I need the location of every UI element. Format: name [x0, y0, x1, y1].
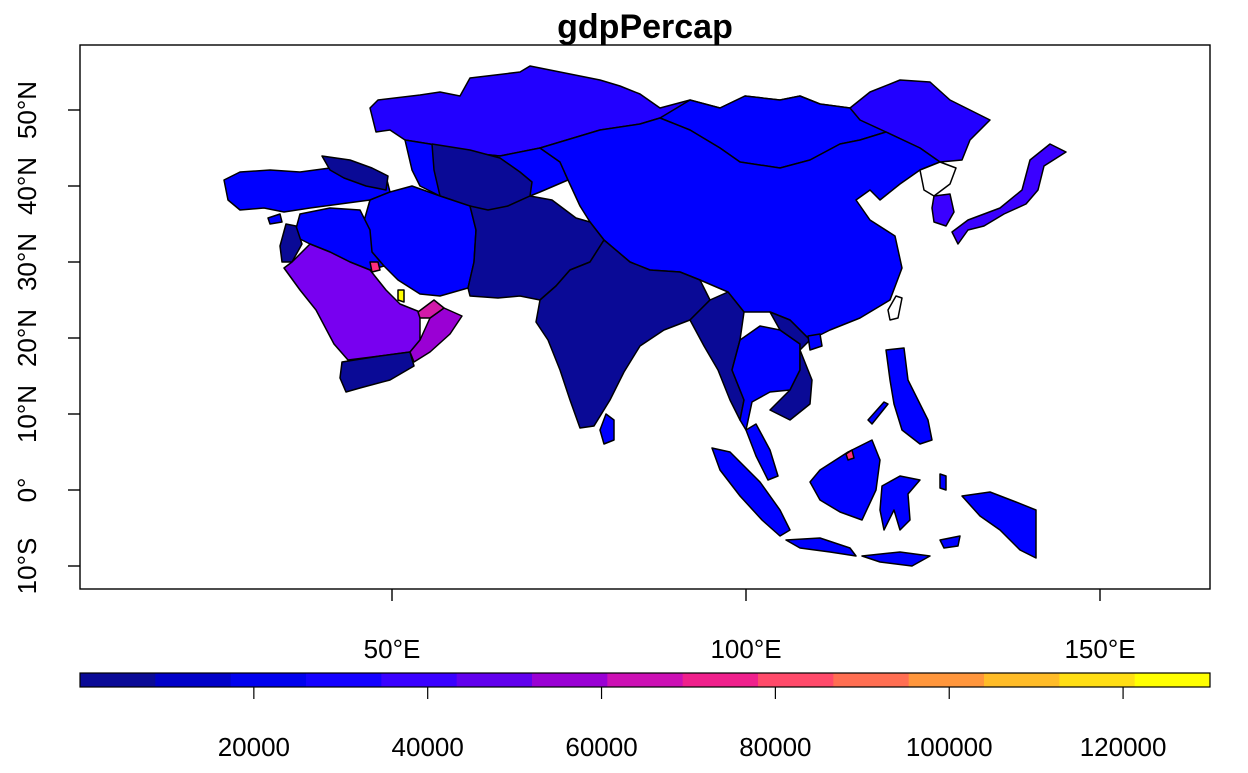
country-moluccas	[939, 473, 947, 491]
x-tick-label: 100°E	[710, 634, 781, 664]
country-timor	[939, 535, 961, 549]
country-hainan	[807, 333, 823, 351]
legend-swatch	[833, 673, 910, 687]
legend-swatch	[155, 673, 232, 687]
country-sri-lanka	[599, 413, 615, 445]
y-tick-label: 40°N	[12, 157, 42, 215]
legend-frame	[79, 672, 1211, 688]
legend-swatch	[80, 673, 156, 687]
legend-tick-label: 20000	[218, 732, 290, 762]
country-polygons	[223, 65, 1067, 567]
country-new-guinea	[961, 491, 1037, 559]
y-tick-label: 20°N	[12, 309, 42, 367]
legend-swatch	[381, 673, 458, 687]
country-japan	[951, 143, 1067, 245]
legend-tick-label: 120000	[1080, 732, 1167, 762]
country-south-korea	[931, 193, 955, 227]
country-india	[535, 239, 711, 429]
country-cyprus	[267, 213, 283, 225]
x-axis: 50°E 100°E 150°E	[364, 589, 1136, 664]
country-philippines-palawan	[867, 401, 889, 425]
country-philippines	[885, 347, 933, 445]
country-caucasus	[321, 155, 389, 191]
legend-swatch	[758, 673, 834, 687]
x-tick-label: 150°E	[1064, 634, 1135, 664]
legend-swatch	[1134, 673, 1211, 687]
country-taiwan	[887, 295, 903, 321]
y-axis: 10°S 0° 10°N 20°N 30°N 40°N 50°N	[12, 81, 80, 594]
country-brunei	[845, 449, 855, 461]
y-tick-label: 0°	[12, 478, 42, 503]
legend-swatch	[682, 673, 759, 687]
y-tick-label: 10°S	[12, 538, 42, 595]
y-tick-label: 30°N	[12, 233, 42, 291]
legend-swatch	[984, 673, 1060, 687]
map-title: gdpPercap	[557, 8, 733, 46]
country-borneo	[809, 439, 881, 521]
country-kuwait	[369, 261, 381, 273]
legend-tick-label: 80000	[739, 732, 811, 762]
country-north-korea	[919, 161, 957, 197]
country-indonesia-java	[785, 537, 857, 557]
country-oman	[409, 307, 463, 363]
y-tick-label: 50°N	[12, 81, 42, 139]
legend-swatch	[607, 673, 684, 687]
country-indonesia-sumatra	[711, 447, 791, 537]
legend-swatch	[908, 673, 985, 687]
legend-tick-label: 100000	[906, 732, 993, 762]
legend-swatch	[306, 673, 382, 687]
legend-swatch	[456, 673, 533, 687]
country-iran	[361, 185, 477, 297]
y-tick-label: 10°N	[12, 385, 42, 443]
country-malaysia-peninsula	[745, 423, 779, 481]
x-tick-label: 50°E	[364, 634, 421, 664]
legend-swatch	[230, 673, 307, 687]
country-yemen	[339, 351, 415, 393]
country-indonesia-sulawesi	[879, 475, 921, 531]
color-legend: 20000 40000 60000 80000 100000 120000	[79, 672, 1211, 762]
legend-swatch	[532, 673, 608, 687]
legend-tick-label: 60000	[565, 732, 637, 762]
country-uae	[417, 299, 445, 319]
country-qatar	[397, 289, 405, 303]
legend-tick-label: 40000	[392, 732, 464, 762]
plot-frame	[79, 44, 1211, 590]
country-indonesia-sunda	[861, 551, 931, 567]
legend-swatch	[1059, 673, 1136, 687]
